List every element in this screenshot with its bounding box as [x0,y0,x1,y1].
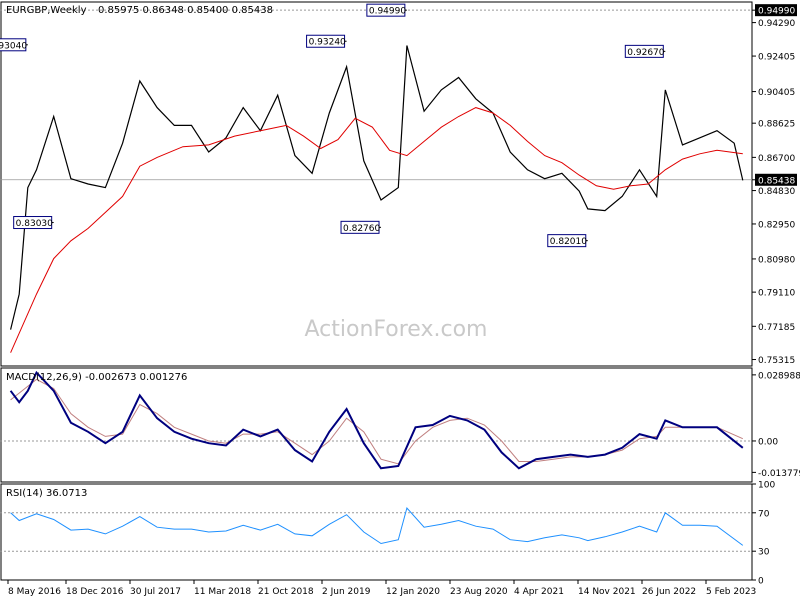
rsi-panel [0,506,752,552]
price-panel: 0.93040 0.83030 0.93240 0.82760 0.94990 0.926… [0,3,752,353]
current-price-label: 0.85438 [758,176,795,186]
x-tick-label: 4 Apr 2021 [514,587,564,597]
x-tick-label: 26 Jun 2022 [642,587,696,597]
macd-signal-line [10,378,744,465]
chart-header: EURGBP,Weekly 0.85975 0.86348 0.85400 0.… [6,5,273,499]
rsi-tick-label: 100 [758,481,775,491]
panel-border-1 [0,367,753,483]
x-tick-label: 14 Nov 2021 [578,587,636,597]
price-marker-label-box [755,4,797,17]
annotation-label: 0.82760 [343,224,380,234]
x-tick-label: 18 Dec 2016 [66,587,124,597]
x-tick-label: 2 Jun 2019 [322,587,371,597]
macd-line [9,370,744,470]
macd-tick-label: 0.00 [758,437,778,447]
annotation-label: 0.93040 [0,41,27,51]
price-tick-label: 0.86700 [758,154,795,164]
axes: 0.94290 0.92405 0.90405 0.88625 0.86700 0.848… [7,4,800,597]
price-tick-label: 0.92405 [758,53,795,63]
x-tick-label: 12 Jan 2020 [386,587,440,597]
price-tick-label: 0.94290 [758,19,795,29]
price-series-line [10,45,744,330]
price-tick-label: 0.90405 [758,88,795,98]
rsi-tick-label: 70 [758,509,770,519]
annotation-label: 0.82010 [550,237,587,247]
macd-title: MACD(12,26,9) -0.002673 0.001276 [6,372,187,383]
current-price-label-box [755,173,797,186]
watermark: ActionForex.com [305,317,488,342]
x-tick-label: 5 Feb 2023 [706,587,756,597]
panel-border-2 [0,483,753,581]
price-tick-label: 0.75315 [758,356,795,366]
price-tick-label: 0.77185 [758,323,795,333]
price-tick-label: 0.80980 [758,255,795,265]
price-tick-label: 0.84830 [758,187,795,197]
price-tick-label: 0.79110 [758,289,795,299]
ohlc-values: 0.85975 0.86348 0.85400 0.85438 [98,5,273,16]
symbol-title: EURGBP,Weekly [6,5,87,16]
rsi-title: RSI(14) 36.0713 [6,488,87,499]
rsi-tick-label: 0 [758,577,764,587]
price-tick-label: 0.88625 [758,120,795,130]
annotation-label: 0.92670 [627,48,664,58]
rsi-line [10,506,744,546]
x-tick-label: 8 May 2016 [8,587,61,597]
annotation-label: 0.83030 [16,219,53,229]
rsi-tick-label: 30 [758,548,770,558]
macd-tick-label: -0.013779 [758,469,800,479]
price-marker-label: 0.94990 [758,7,795,17]
moving-average-line [10,107,743,353]
macd-tick-label: 0.028988 [758,371,800,381]
panel-border-0 [0,1,753,367]
annotation-label: 0.93240 [309,38,346,48]
panel-frames [0,1,753,581]
x-tick-label: 21 Oct 2018 [258,587,314,597]
x-tick-label: 11 Mar 2018 [194,587,251,597]
x-tick-label: 23 Aug 2020 [450,587,508,597]
macd-panel [0,370,752,470]
x-tick-label: 30 Jul 2017 [130,587,181,597]
price-tick-label: 0.82950 [758,220,795,230]
annotation-label: 0.94990 [369,7,406,17]
